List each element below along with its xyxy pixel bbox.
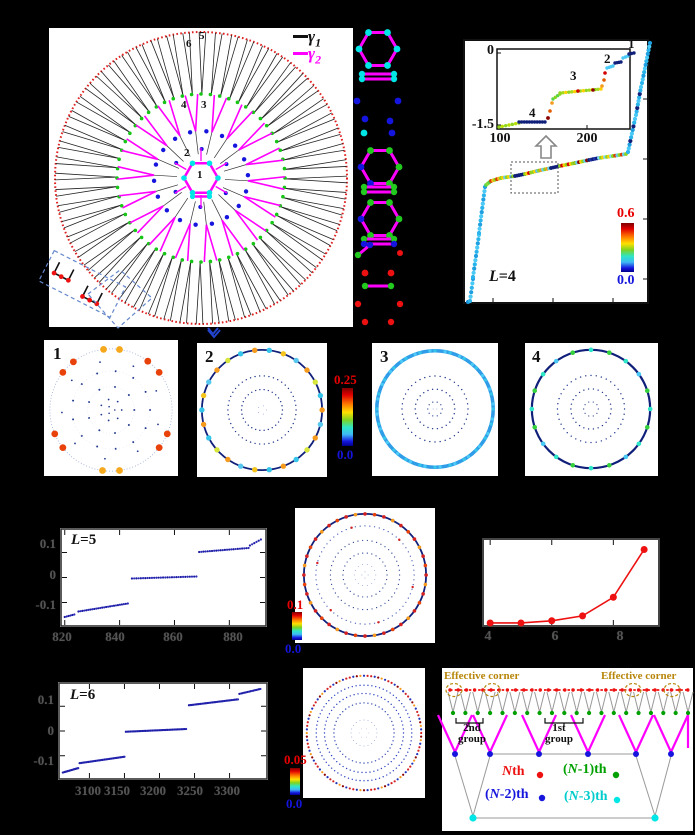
- panel-c4-label: 4: [532, 347, 541, 366]
- lattice-zoom-inset: [38, 249, 219, 336]
- colorbar-c-max: 0.25: [334, 372, 357, 387]
- g-ytick-01: 0.1: [37, 692, 54, 707]
- gamma1-dash: [293, 35, 308, 38]
- density-map-L6: [305, 674, 423, 792]
- density-map-3: [375, 349, 495, 469]
- group-1st-label: 1st group: [545, 722, 573, 745]
- panel-c4-density: [525, 343, 658, 476]
- inset-xtick-100: 100: [489, 131, 511, 146]
- d-ytick-01: 0.1: [39, 536, 56, 551]
- f-xtick-4: 4: [484, 629, 492, 644]
- ring-number-6: 6: [186, 38, 192, 50]
- ring-number-1: 1: [197, 169, 203, 181]
- colorbar-e-min: 0.0: [285, 641, 302, 656]
- ring-number-2: 2: [184, 147, 190, 159]
- colorbar-e-max: 0.1: [287, 597, 304, 612]
- colorbar-c: [342, 388, 353, 446]
- inset-ytick-0: 0: [487, 43, 494, 58]
- colorbar-c-min: 0.0: [337, 447, 354, 462]
- spectrum-plot-L4: [463, 39, 653, 305]
- d-xtick-860: 860: [163, 629, 183, 644]
- spectrum-plot-L5: [60, 528, 267, 627]
- density-map-2: [199, 347, 325, 473]
- scaling-plot: [482, 538, 660, 627]
- d-xtick-820: 820: [52, 629, 72, 644]
- inset-ytick-m15: -1.5: [471, 117, 494, 132]
- panel-f-scaling: [482, 538, 660, 627]
- legend-n1th: (N-1)th: [563, 762, 607, 777]
- colorbar-e: [292, 612, 302, 640]
- panel-c3-label: 3: [380, 347, 389, 366]
- effective-corner-schematic: [437, 682, 694, 822]
- colorbar-b-min: 0.0: [617, 273, 635, 288]
- panel-c1-density: [44, 340, 178, 476]
- inset-ann-3: 3: [570, 68, 577, 83]
- density-map-4: [529, 347, 653, 471]
- colorbar-h-min: 0.0: [286, 796, 303, 811]
- panel-b-size-label: L=4: [489, 268, 516, 285]
- group-2nd-label: 2nd group: [458, 722, 486, 745]
- eigenstate-motifs-column: [353, 29, 404, 326]
- inset-ann-1: 1: [628, 36, 635, 51]
- g-xtick-3200: 3200: [140, 783, 166, 798]
- ring-number-3: 3: [201, 99, 207, 111]
- density-map-1: [49, 345, 173, 474]
- legend-gamma1: γ1: [293, 28, 321, 49]
- legend-nth: Nth: [502, 764, 525, 779]
- ring-number-4: 4: [181, 99, 187, 111]
- panel-g-size-label: L=6: [70, 687, 96, 703]
- d-ytick-m01: -0.1: [35, 597, 56, 612]
- inset-ann-4: 4: [529, 105, 536, 120]
- panel-c3-density: [372, 343, 498, 476]
- legend-n3th: (N-3)th: [564, 789, 608, 804]
- effective-corner-label-left: Effective corner: [444, 670, 520, 682]
- gamma2-dash: [293, 52, 308, 55]
- density-map-L5: [302, 512, 428, 638]
- panel-c2-density: [197, 343, 327, 477]
- d-xtick-880: 880: [223, 629, 243, 644]
- effective-corner-label-right: Effective corner: [601, 670, 677, 682]
- g-ytick-0: 0: [47, 723, 55, 738]
- callout-arrow-icon: [207, 329, 221, 339]
- panel-e-density: [295, 508, 435, 643]
- ring-number-5: 5: [199, 30, 205, 42]
- panel-c1-label: 1: [53, 344, 62, 363]
- colorbar-h: [290, 768, 300, 795]
- panel-d-size-label: L=5: [71, 532, 97, 548]
- f-xtick-8: 8: [616, 629, 624, 644]
- colorbar-b-max: 0.6: [617, 206, 635, 221]
- panel-h-density: [303, 668, 425, 798]
- g-xtick-3150: 3150: [104, 783, 130, 798]
- panel-c2-label: 2: [205, 347, 214, 366]
- colorbar-h-max: 0.05: [284, 752, 307, 767]
- inset-ann-2: 2: [604, 51, 611, 66]
- g-ytick-m01: -0.1: [33, 753, 54, 768]
- legend-gamma2: γ2: [293, 45, 321, 66]
- g-xtick-3250: 3250: [177, 783, 203, 798]
- lattice-graph: [54, 31, 348, 325]
- d-xtick-840: 840: [105, 629, 125, 644]
- d-ytick-0: 0: [49, 567, 57, 582]
- spectrum-plot-L6: [58, 682, 268, 780]
- colorbar-b: [621, 223, 634, 272]
- inset-xtick-200: 200: [576, 131, 598, 146]
- g-xtick-3300: 3300: [214, 783, 240, 798]
- g-xtick-3100: 3100: [75, 783, 101, 798]
- f-xtick-6: 6: [551, 629, 559, 644]
- legend-n2th: (N-2)th: [485, 787, 529, 802]
